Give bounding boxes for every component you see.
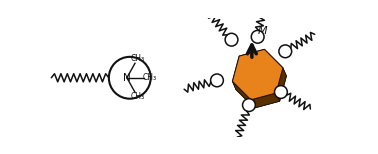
Text: CH₃: CH₃: [130, 54, 144, 63]
Polygon shape: [251, 93, 280, 108]
Polygon shape: [265, 49, 287, 76]
Polygon shape: [239, 49, 268, 64]
Circle shape: [225, 33, 238, 46]
Text: CH₃: CH₃: [130, 92, 144, 101]
Polygon shape: [276, 68, 287, 101]
Text: CH₃: CH₃: [143, 73, 156, 82]
Circle shape: [251, 30, 264, 43]
Polygon shape: [232, 56, 243, 89]
Circle shape: [279, 45, 292, 58]
Polygon shape: [236, 57, 287, 108]
Polygon shape: [232, 81, 254, 108]
Text: $\mathit{M}$: $\mathit{M}$: [257, 24, 268, 36]
Circle shape: [211, 74, 223, 87]
Circle shape: [274, 86, 287, 98]
Text: N: N: [123, 73, 131, 83]
Polygon shape: [232, 49, 283, 100]
Circle shape: [243, 99, 256, 111]
